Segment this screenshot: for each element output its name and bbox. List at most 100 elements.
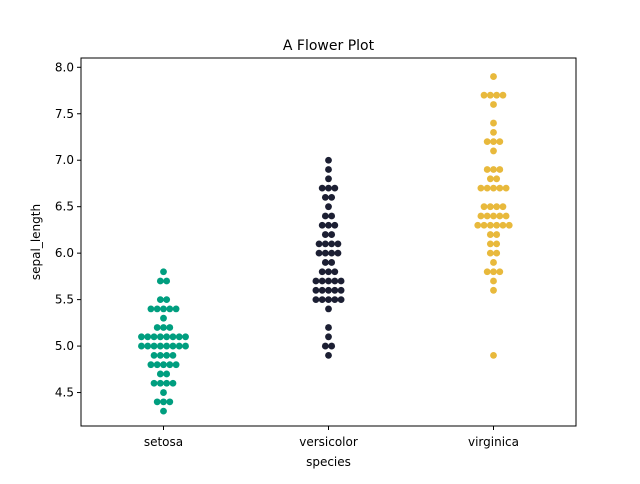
point-virginica xyxy=(486,91,494,99)
point-setosa xyxy=(175,342,183,350)
point-virginica xyxy=(486,231,494,238)
point-setosa xyxy=(156,351,164,359)
point-versicolor xyxy=(334,240,342,248)
point-virginica xyxy=(483,138,491,146)
point-setosa xyxy=(150,379,158,387)
point-setosa xyxy=(160,324,167,331)
point-setosa xyxy=(156,277,164,285)
point-versicolor xyxy=(325,166,332,173)
point-versicolor xyxy=(328,259,336,266)
point-virginica xyxy=(474,221,482,229)
x-axis-label: species xyxy=(306,455,351,469)
point-versicolor xyxy=(321,259,329,266)
point-virginica xyxy=(490,212,497,220)
point-setosa xyxy=(172,305,180,313)
point-virginica xyxy=(496,268,504,276)
point-versicolor xyxy=(325,184,332,192)
point-versicolor xyxy=(337,286,345,294)
point-versicolor xyxy=(328,249,336,257)
point-setosa xyxy=(138,333,145,341)
point-setosa xyxy=(169,351,177,359)
point-virginica xyxy=(490,268,497,276)
point-setosa xyxy=(163,351,171,359)
point-versicolor xyxy=(325,268,332,276)
point-versicolor xyxy=(325,156,332,164)
point-setosa xyxy=(144,333,152,341)
point-versicolor xyxy=(315,249,323,257)
point-setosa xyxy=(163,370,171,378)
point-versicolor xyxy=(325,286,332,294)
x-tick-label-setosa: setosa xyxy=(144,435,183,449)
point-versicolor xyxy=(318,286,326,294)
point-setosa xyxy=(156,342,164,350)
point-versicolor xyxy=(318,221,326,229)
point-virginica xyxy=(493,91,501,99)
point-setosa xyxy=(175,333,183,341)
point-versicolor xyxy=(318,277,326,285)
point-virginica xyxy=(499,91,507,99)
point-setosa xyxy=(156,379,164,387)
point-versicolor xyxy=(325,333,332,341)
point-versicolor xyxy=(321,231,329,238)
point-virginica xyxy=(493,249,501,257)
point-setosa xyxy=(166,305,174,313)
point-versicolor xyxy=(337,277,345,285)
point-setosa xyxy=(153,324,161,331)
point-versicolor xyxy=(312,296,320,304)
point-virginica xyxy=(490,138,497,146)
point-setosa xyxy=(144,342,152,350)
point-versicolor xyxy=(334,249,342,257)
point-virginica xyxy=(490,166,497,173)
chart-title: A Flower Plot xyxy=(283,38,375,54)
point-versicolor xyxy=(315,240,323,248)
point-virginica xyxy=(480,203,488,211)
plot-frame xyxy=(80,57,577,427)
point-setosa xyxy=(163,296,171,304)
point-setosa xyxy=(160,407,167,415)
point-setosa xyxy=(166,361,174,369)
point-virginica xyxy=(499,221,507,229)
point-virginica xyxy=(490,101,497,108)
point-virginica xyxy=(490,147,497,155)
point-setosa xyxy=(182,333,189,341)
point-setosa xyxy=(156,333,164,341)
point-setosa xyxy=(169,342,177,350)
point-virginica xyxy=(486,249,494,257)
point-versicolor xyxy=(321,342,329,350)
point-versicolor xyxy=(328,240,336,248)
point-setosa xyxy=(147,361,155,369)
point-virginica xyxy=(483,184,491,192)
point-setosa xyxy=(163,342,171,350)
point-versicolor xyxy=(328,212,336,220)
x-tick-label-versicolor: versicolor xyxy=(299,435,358,449)
y-tick-label: 6.0 xyxy=(55,246,74,260)
point-versicolor xyxy=(318,268,326,276)
point-versicolor xyxy=(321,193,329,201)
point-setosa xyxy=(166,398,174,406)
point-virginica xyxy=(496,184,504,192)
point-setosa xyxy=(160,398,167,406)
point-versicolor xyxy=(321,249,329,257)
point-virginica xyxy=(477,212,485,220)
point-virginica xyxy=(490,286,497,294)
point-setosa xyxy=(169,333,177,341)
point-virginica xyxy=(493,203,501,211)
point-virginica xyxy=(502,212,510,220)
point-virginica xyxy=(486,221,494,229)
point-virginica xyxy=(483,268,491,276)
point-virginica xyxy=(490,128,497,136)
point-virginica xyxy=(486,203,494,211)
point-virginica xyxy=(490,277,497,285)
point-virginica xyxy=(496,166,504,173)
point-virginica xyxy=(480,221,488,229)
y-tick-label: 4.5 xyxy=(55,386,74,400)
point-versicolor xyxy=(331,296,339,304)
point-virginica xyxy=(493,175,501,183)
point-setosa xyxy=(150,333,158,341)
point-virginica xyxy=(490,119,497,127)
point-setosa xyxy=(153,398,161,406)
point-versicolor xyxy=(325,221,332,229)
point-versicolor xyxy=(337,296,345,304)
point-virginica xyxy=(477,184,485,192)
